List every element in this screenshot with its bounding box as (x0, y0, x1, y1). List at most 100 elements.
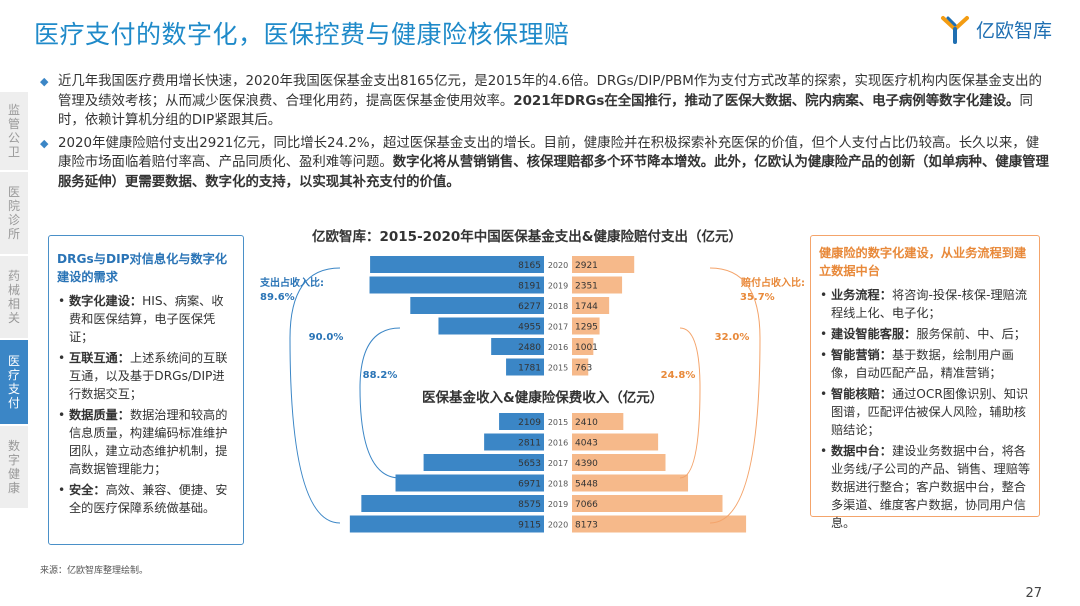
section-sidebar: 监管公卫 医院诊所 药械相关 医疗支付 数字健康 (0, 92, 28, 510)
sidebar-item-payment[interactable]: 医疗支付 (0, 340, 28, 426)
expense-ratio-label: 支出占收入比: (259, 276, 324, 289)
bar-right (572, 358, 589, 376)
connector-right-inner (679, 327, 701, 479)
bar-value-left: 1781 (518, 364, 541, 374)
bar-right (572, 256, 635, 273)
list-item: 安全：高效、兼容、便捷、安全的医疗保障系统做基础。 (57, 481, 235, 517)
bar-left (361, 495, 544, 512)
bar-value-right: 4390 (575, 459, 598, 469)
list-item: 业务流程：将咨询-投保-核保-理赔流程线上化、电子化； (819, 286, 1031, 322)
connector-left-inner (359, 327, 401, 479)
page-title: 医疗支付的数字化，医保控费与健康险核保理赔 (34, 20, 570, 49)
bar-value-right: 2410 (575, 418, 598, 428)
bar-value-right: 1744 (575, 302, 598, 312)
bar-left (491, 338, 544, 355)
box-title: 健康险的数字化建设，从业务流程到建立数据中台 (819, 246, 1027, 278)
year-label: 2020 (548, 521, 568, 530)
claim-ratio-label: 赔付占收入比: (740, 276, 805, 289)
year-label: 2016 (548, 343, 568, 352)
bar-right (572, 297, 610, 314)
page-number: 27 (1025, 586, 1042, 601)
year-label: 2015 (548, 364, 568, 373)
bar-left (395, 474, 544, 492)
sidebar-item-label: 医院诊所 (7, 185, 20, 241)
drg-dip-needs-box: DRGs与DIP对信息化与数字化建设的需求 数字化建设：HIS、病案、收费和医保… (48, 235, 244, 545)
bar-value-right: 7066 (575, 500, 598, 510)
logo-text: 亿欧智库 (975, 19, 1052, 42)
bar-value-right: 2351 (575, 282, 598, 292)
year-label: 2016 (548, 439, 568, 448)
list-item: 智能营销：基于数据，绘制用户画像，自动匹配产品，精准营销； (819, 346, 1031, 382)
sidebar-item-label: 医疗支付 (7, 354, 20, 410)
list-item: 建设智能客服：服务保前、中、后； (819, 325, 1031, 343)
bar-value-left: 5653 (518, 459, 541, 469)
bar-value-right: 763 (575, 364, 592, 374)
sidebar-item-hospital[interactable]: 医院诊所 (0, 172, 28, 256)
bar-value-right: 8173 (575, 521, 598, 531)
bar-value-left: 6971 (518, 480, 541, 490)
bar-right (572, 474, 689, 492)
connector-left-outer (289, 267, 341, 524)
ratio-low-right: 24.8% (661, 370, 696, 381)
year-label: 2018 (548, 302, 568, 311)
bar-value-left: 4955 (518, 323, 541, 333)
bar-left (423, 454, 544, 471)
connector-right-outer (709, 267, 761, 524)
sidebar-item-label: 数字健康 (7, 439, 20, 495)
year-label: 2018 (548, 480, 568, 489)
bar-value-left: 8191 (518, 282, 541, 292)
bullet-medical-insurance: 近几年我国医疗费用增长快速，2020年我国医保基金支出8165亿元，是2015年… (40, 72, 1052, 131)
brand-logo: 亿欧智库 (940, 14, 1052, 44)
bar-value-right: 4043 (575, 439, 598, 449)
list-item: 智能核赔：通过OCR图像识别、知识图谱，匹配评估被保人风险，辅助核赔结论； (819, 385, 1031, 439)
list-item: 数字化建设：HIS、病案、收费和医保结算，电子医保凭证； (57, 292, 235, 346)
bar-value-left: 2109 (518, 418, 541, 428)
year-label: 2017 (548, 323, 568, 332)
bar-value-left: 9115 (518, 521, 541, 531)
bar-right (572, 338, 594, 355)
ratio-mid-left: 90.0% (309, 332, 344, 343)
sidebar-item-digital-health[interactable]: 数字健康 (0, 426, 28, 510)
bar-right (572, 433, 659, 451)
bar-value-right: 2921 (575, 261, 598, 271)
bar-value-left: 8165 (518, 261, 541, 271)
expense-ratio-value: 89.6% (260, 292, 295, 303)
year-label: 2019 (548, 500, 568, 509)
bar-right (572, 454, 666, 471)
bar-value-right: 1001 (575, 343, 598, 353)
claim-ratio-value: 35.7% (740, 292, 775, 303)
bar-value-left: 6277 (518, 302, 541, 312)
bar-right (572, 317, 600, 335)
butterfly-chart: 8165 2020 2921 8191 2019 2351 6277 2018 1744 4955… (259, 256, 805, 533)
bar-right (572, 413, 624, 430)
box-title: DRGs与DIP对信息化与数字化建设的需求 (57, 252, 228, 284)
bar-right (572, 495, 723, 512)
bar-left (438, 317, 544, 335)
bar-value-left: 2480 (518, 343, 541, 353)
list-item: 互联互通：上述系统间的互联互通，以及基于DRGs/DIP进行数据交互； (57, 349, 235, 403)
list-item: 数据中台：建设业务数据中台，将各业务线/子公司的产品、销售、理赔等数据进行整合；… (819, 442, 1031, 532)
bar-left (499, 413, 544, 430)
sidebar-item-regulation[interactable]: 监管公卫 (0, 92, 28, 172)
bar-left (410, 297, 544, 314)
ratio-mid-right: 32.0% (715, 332, 750, 343)
sidebar-item-pharma[interactable]: 药械相关 (0, 256, 28, 340)
bar-right (572, 515, 747, 533)
ratio-low-left: 88.2% (363, 370, 398, 381)
source-footnote: 来源：亿欧智库整理绘制。 (40, 566, 149, 576)
bar-value-right: 5448 (575, 480, 598, 490)
bar-left (506, 358, 544, 376)
list-item: 数据质量：数据治理和较高的信息质量，构建编码标准维护团队，建立动态维护机制，提高… (57, 406, 235, 478)
bar-left (349, 515, 544, 533)
bar-value-left: 8575 (518, 500, 541, 510)
chart-title-income: 医保基金收入&健康险保费收入（亿元） (422, 390, 664, 406)
year-label: 2019 (548, 282, 568, 291)
bullet-health-insurance: 2020年健康险赔付支出2921亿元，同比增长24.2%，超过医保基金支出的增长… (40, 134, 1052, 193)
bar-left (369, 276, 544, 294)
bar-value-left: 2811 (518, 439, 541, 449)
health-insurance-digital-box: 健康险的数字化建设，从业务流程到建立数据中台 业务流程：将咨询-投保-核保-理赔… (810, 235, 1040, 530)
year-label: 2020 (548, 261, 568, 270)
bar-left (370, 256, 544, 273)
summary-bullets: 近几年我国医疗费用增长快速，2020年我国医保基金支出8165亿元，是2015年… (40, 72, 1052, 195)
bar-right (572, 276, 623, 294)
